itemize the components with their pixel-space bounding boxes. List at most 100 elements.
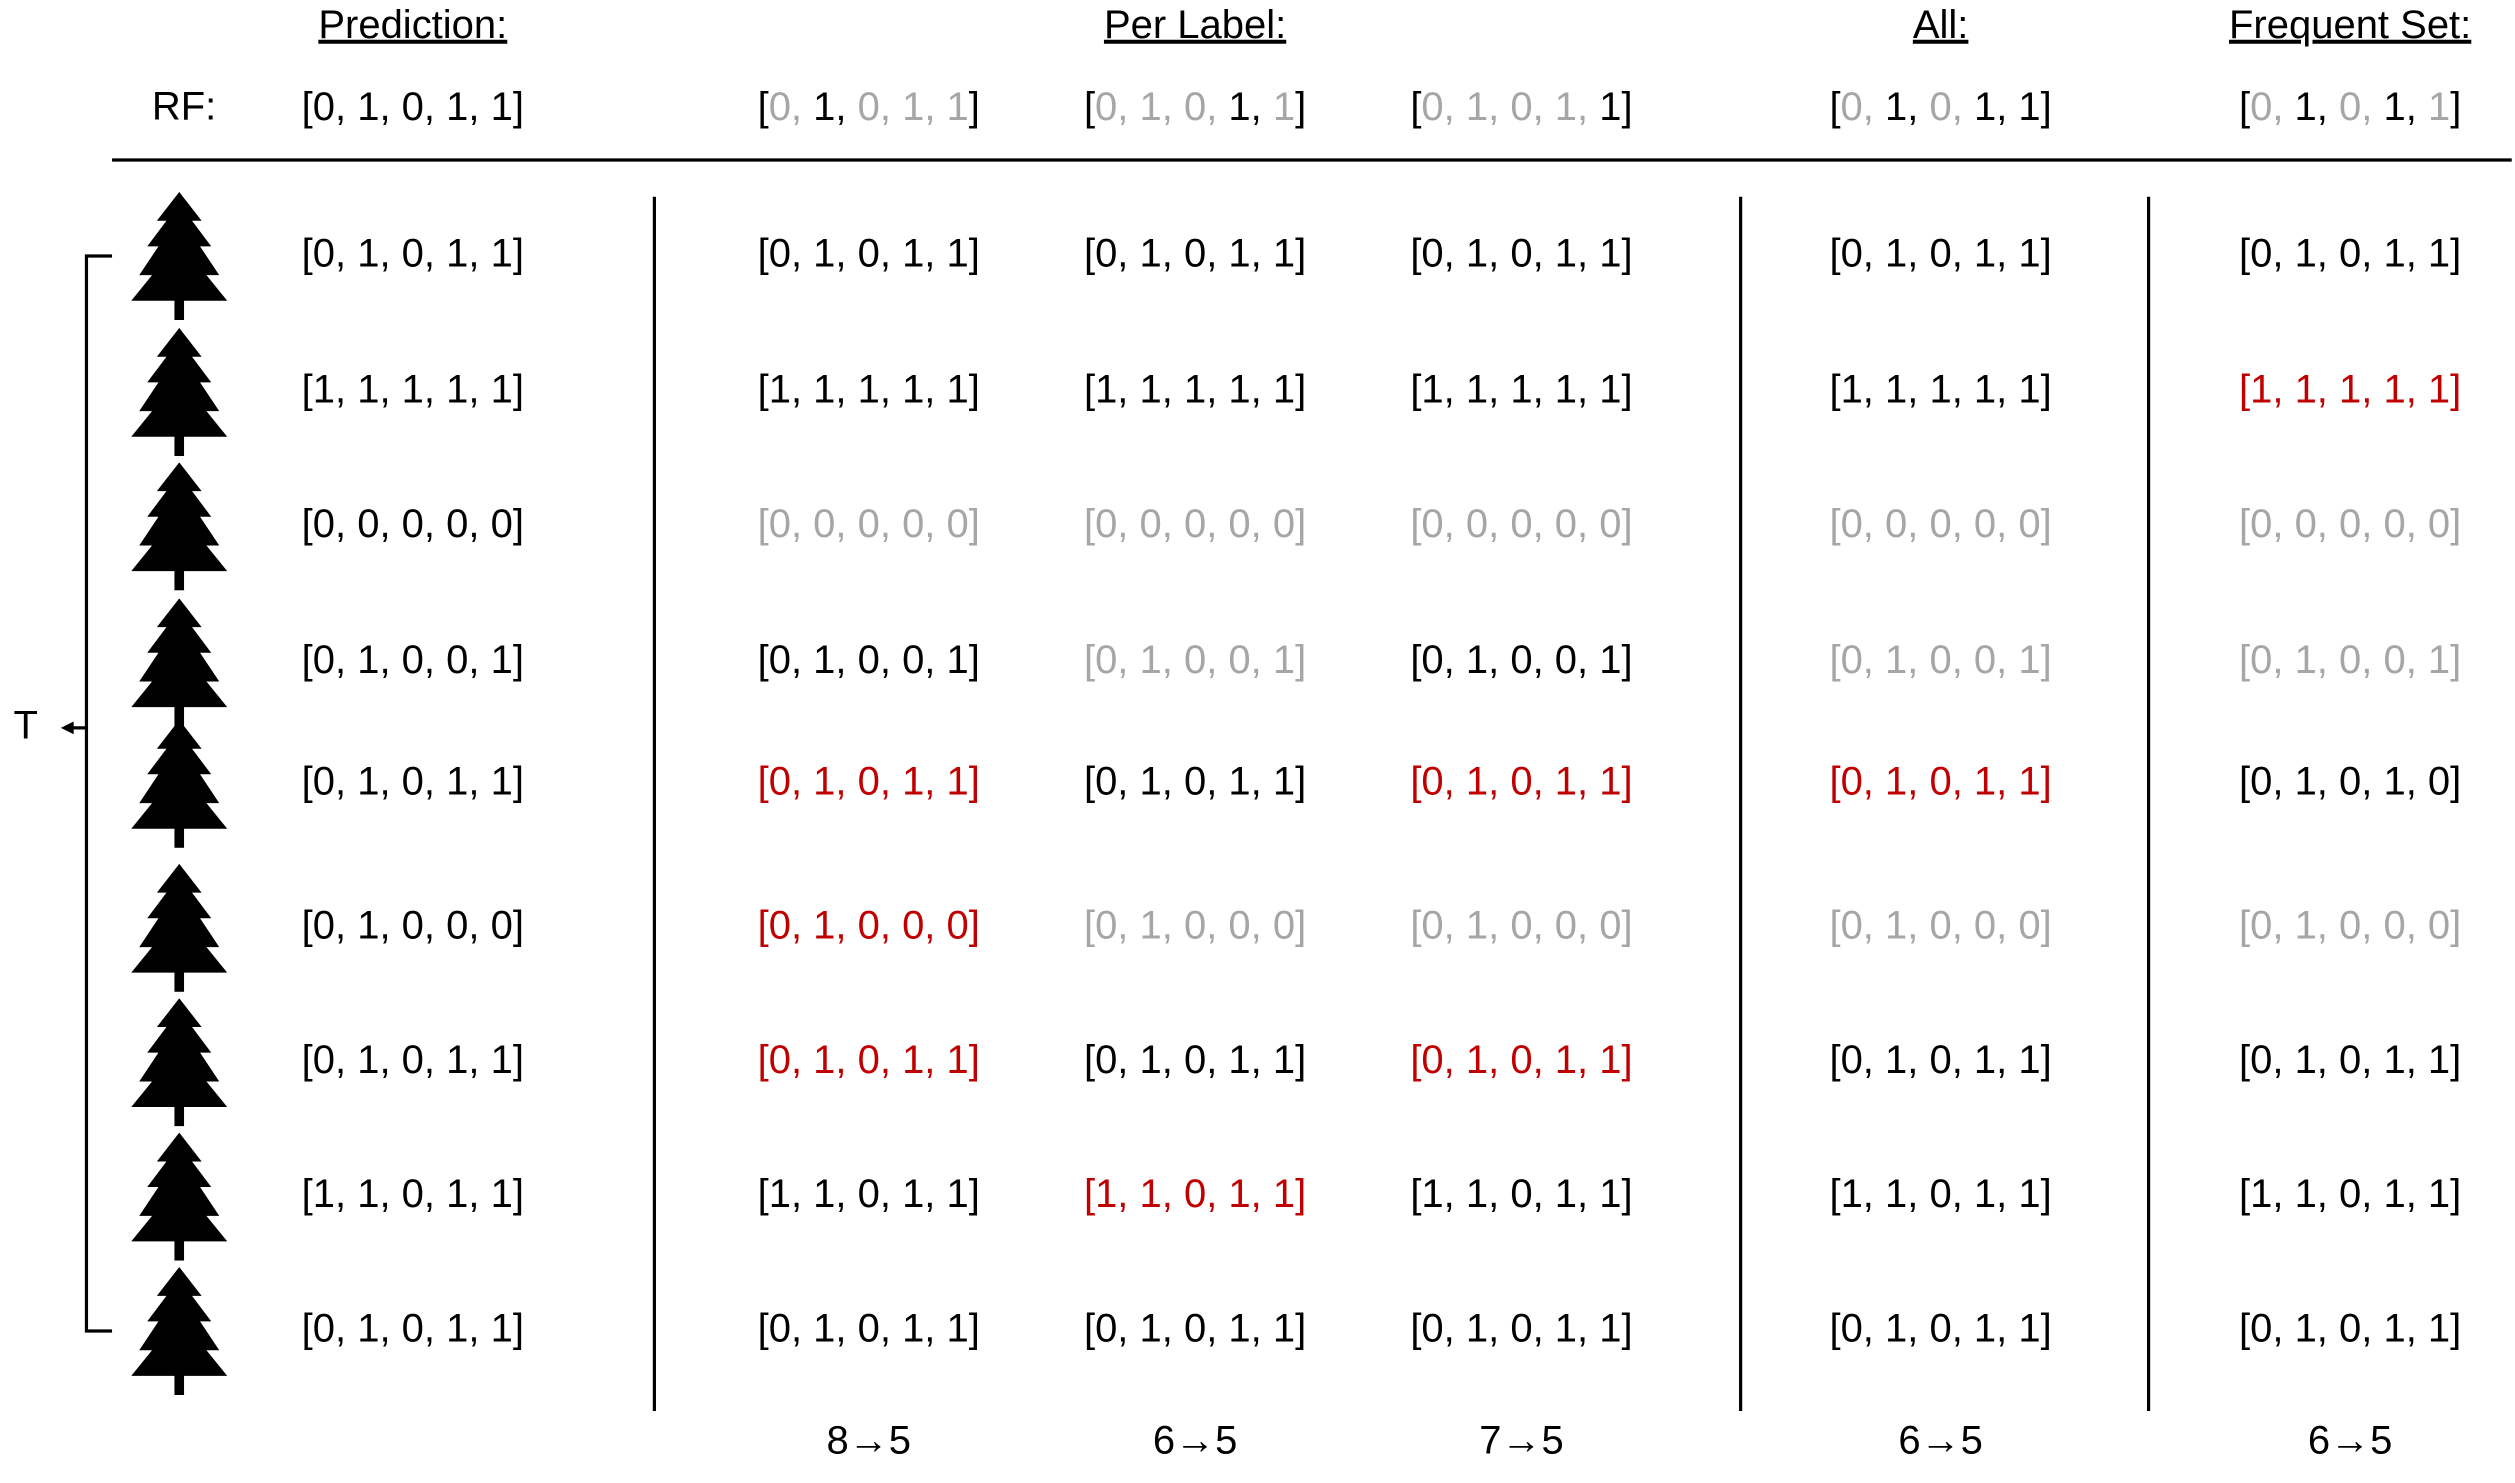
rf-vector: [0, 1, 0, 1, 1]: [2239, 84, 2461, 128]
label-vector: [0, 1, 0, 1, 1]: [302, 232, 524, 276]
vector-segment: 1,: [2295, 84, 2339, 128]
tree-icon: [131, 598, 228, 727]
rf-vector: [0, 1, 0, 1, 1]: [1410, 84, 1632, 128]
reduction-count: 8→5: [827, 1419, 911, 1463]
label-vector: [0, 1, 0, 0, 0]: [1829, 903, 2051, 947]
label-vector: [0, 1, 0, 1, 1]: [1410, 1307, 1632, 1351]
label-vector: [0, 1, 0, 1, 1]: [758, 232, 980, 276]
label-vector: [0, 1, 0, 1, 1]: [1410, 232, 1632, 276]
label-vector: [0, 1, 0, 0, 1]: [1084, 638, 1306, 682]
rf-vector: [0, 1, 0, 1, 1]: [1829, 84, 2051, 128]
tree-bracket: [84, 254, 113, 1333]
vector-segment: [: [758, 84, 769, 128]
arrow-head: [60, 721, 74, 735]
label-vector: [0, 0, 0, 0, 0]: [302, 502, 524, 546]
vector-segment: 1: [2428, 84, 2450, 128]
vector-segment: 1]: [1599, 84, 1632, 128]
label-vector: [1, 1, 1, 1, 1]: [1084, 368, 1306, 412]
tree-icon: [131, 719, 228, 848]
label-vector: [0, 0, 0, 0, 0]: [2239, 502, 2461, 546]
label-vector: [1, 1, 0, 1, 1]: [1410, 1172, 1632, 1216]
label-vector: [1, 1, 1, 1, 1]: [2239, 368, 2461, 412]
vector-segment: [: [1084, 84, 1095, 128]
vector-segment: 0,: [1841, 84, 1885, 128]
label-vector: [0, 0, 0, 0, 0]: [1829, 502, 2051, 546]
label-vector: [1, 1, 1, 1, 1]: [1410, 368, 1632, 412]
label-vector: [0, 1, 0, 0, 1]: [2239, 638, 2461, 682]
label-vector: [0, 1, 0, 1, 1]: [1084, 232, 1306, 276]
label-vector: [0, 0, 0, 0, 0]: [1084, 502, 1306, 546]
vector-segment: 0, 1, 0,: [1095, 84, 1228, 128]
reduction-count: 7→5: [1479, 1419, 1563, 1463]
label-vector: [0, 1, 0, 0, 0]: [758, 903, 980, 947]
vector-segment: 1, 1]: [1974, 84, 2052, 128]
reduction-count: 6→5: [1898, 1419, 1982, 1463]
rf-label: RF:: [152, 84, 216, 128]
vector-segment: 0,: [1929, 84, 1973, 128]
label-vector: [0, 1, 0, 1, 1]: [1829, 232, 2051, 276]
tree-icon: [131, 1267, 228, 1396]
column-header: Per Label:: [1104, 3, 1286, 47]
label-vector: [0, 1, 0, 1, 1]: [302, 1038, 524, 1082]
vector-segment: 0,: [2250, 84, 2294, 128]
tree-icon: [131, 462, 228, 591]
rf-vector: [0, 1, 0, 1, 1]: [302, 84, 524, 128]
label-vector: [0, 1, 0, 0, 0]: [2239, 903, 2461, 947]
label-vector: [0, 1, 0, 1, 1]: [1410, 759, 1632, 803]
label-vector: [1, 1, 1, 1, 1]: [1829, 368, 2051, 412]
vector-segment: ]: [969, 84, 980, 128]
vector-segment: [: [2239, 84, 2250, 128]
label-vector: [0, 1, 0, 1, 1]: [2239, 1307, 2461, 1351]
vector-segment: [: [1410, 84, 1421, 128]
label-vector: [0, 1, 0, 1, 1]: [302, 759, 524, 803]
label-vector: [0, 1, 0, 1, 1]: [1829, 1038, 2051, 1082]
label-vector: [0, 0, 0, 0, 0]: [1410, 502, 1632, 546]
rf-vector: [0, 1, 0, 1, 1]: [758, 84, 980, 128]
label-vector: [0, 1, 0, 0, 1]: [1410, 638, 1632, 682]
label-vector: [0, 1, 0, 1, 1]: [758, 1307, 980, 1351]
label-vector: [0, 1, 0, 0, 0]: [302, 903, 524, 947]
vector-segment: 0,: [769, 84, 813, 128]
label-vector: [0, 1, 0, 1, 1]: [1829, 759, 2051, 803]
label-vector: [0, 0, 0, 0, 0]: [758, 502, 980, 546]
label-vector: [0, 1, 0, 1, 1]: [2239, 1038, 2461, 1082]
vector-segment: 1,: [813, 84, 857, 128]
label-vector: [1, 1, 1, 1, 1]: [758, 368, 980, 412]
label-vector: [0, 1, 0, 1, 1]: [1410, 1038, 1632, 1082]
label-vector: [0, 1, 0, 1, 1]: [2239, 232, 2461, 276]
label-vector: [1, 1, 0, 1, 1]: [2239, 1172, 2461, 1216]
vector-segment: 1,: [1228, 84, 1272, 128]
label-vector: [0, 1, 0, 1, 1]: [1084, 759, 1306, 803]
reduction-count: 6→5: [1153, 1419, 1237, 1463]
label-vector: [0, 1, 0, 0, 1]: [758, 638, 980, 682]
vector-segment: 0, 1, 0, 1,: [1421, 84, 1599, 128]
column-header: Prediction:: [318, 3, 507, 47]
vector-segment: [0, 1, 0, 1, 1]: [302, 84, 524, 128]
label-vector: [1, 1, 1, 1, 1]: [302, 368, 524, 412]
vector-segment: [: [1829, 84, 1840, 128]
label-vector: [1, 1, 0, 1, 1]: [1084, 1172, 1306, 1216]
label-vector: [0, 1, 0, 0, 1]: [302, 638, 524, 682]
label-vector: [1, 1, 0, 1, 1]: [302, 1172, 524, 1216]
label-vector: [1, 1, 0, 1, 1]: [758, 1172, 980, 1216]
vector-segment: 1,: [2383, 84, 2427, 128]
reduction-count: 6→5: [2308, 1419, 2392, 1463]
vector-segment: ]: [1295, 84, 1306, 128]
vector-segment: ]: [2450, 84, 2461, 128]
label-vector: [0, 1, 0, 1, 1]: [1829, 1307, 2051, 1351]
label-vector: [1, 1, 0, 1, 1]: [1829, 1172, 2051, 1216]
label-vector: [0, 1, 0, 1, 1]: [758, 759, 980, 803]
table-body: Prediction: Per Label: All: Frequent Set: [0…: [131, 3, 2471, 1463]
tree-icon: [131, 191, 228, 320]
vector-segment: 1: [1273, 84, 1295, 128]
tree-icon: [131, 327, 228, 456]
label-vector: [0, 1, 0, 1, 1]: [758, 1038, 980, 1082]
label-vector: [0, 1, 0, 0, 0]: [1410, 903, 1632, 947]
label-vector: [0, 1, 0, 0, 0]: [1084, 903, 1306, 947]
rf-vector: [0, 1, 0, 1, 1]: [1084, 84, 1306, 128]
tree-icon: [131, 998, 228, 1127]
vector-segment: 0,: [2339, 84, 2383, 128]
vector-segment: 1,: [1885, 84, 1929, 128]
trees-label: T: [13, 703, 37, 747]
